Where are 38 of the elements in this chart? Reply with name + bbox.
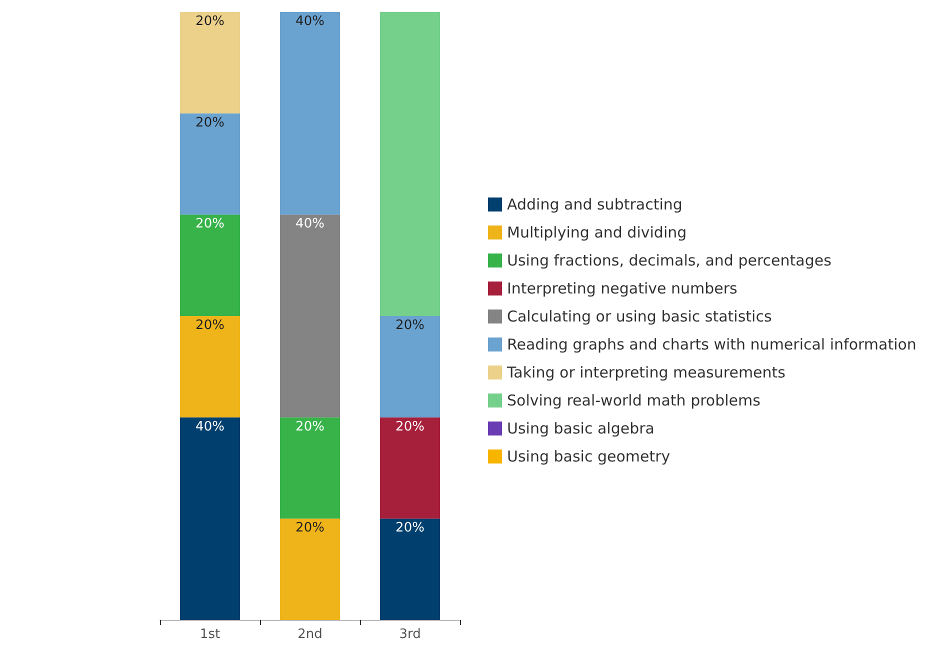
legend-label: Using basic algebra <box>507 420 654 438</box>
data-label: 20% <box>396 520 424 536</box>
legend-label: Using basic geometry <box>507 448 670 466</box>
x-tick-label: 3rd <box>399 627 421 642</box>
legend-label: Reading graphs and charts with numerical information <box>507 336 916 354</box>
data-label: 40% <box>196 419 224 434</box>
data-label: 40% <box>296 14 324 29</box>
data-label: 20% <box>396 419 424 434</box>
x-tick-label: 2nd <box>298 627 322 642</box>
data-label: 20% <box>196 216 224 232</box>
legend-label: Calculating or using basic statistics <box>507 308 772 326</box>
bar <box>280 214 340 418</box>
x-tick-label: 1st <box>200 627 220 642</box>
bar <box>180 316 240 418</box>
bar <box>380 12 440 316</box>
bar <box>180 12 240 114</box>
legend-label: Solving real-world math problems <box>507 392 761 410</box>
legend-label: Multiplying and dividing <box>507 224 687 242</box>
legend-label: Adding and subtracting <box>507 196 682 214</box>
data-label: 20% <box>196 318 224 333</box>
data-label: 40% <box>296 216 324 232</box>
data-label: 20% <box>296 520 324 536</box>
legend-label: Interpreting negative numbers <box>507 280 738 298</box>
legend-label: Using fractions, decimals, and percentages <box>507 252 832 270</box>
bar <box>280 12 340 215</box>
bar <box>380 316 440 418</box>
data-label: 20% <box>196 14 224 29</box>
data-label: 20% <box>196 115 224 130</box>
bar <box>180 113 240 215</box>
bar <box>280 417 340 519</box>
legend-label: Taking or interpreting measurements <box>506 364 786 382</box>
bar <box>280 518 340 620</box>
bar <box>180 214 240 316</box>
bar <box>180 417 240 620</box>
data-label: 20% <box>296 419 324 434</box>
bar <box>380 417 440 519</box>
bar <box>380 518 440 620</box>
data-label: 20% <box>396 318 424 333</box>
